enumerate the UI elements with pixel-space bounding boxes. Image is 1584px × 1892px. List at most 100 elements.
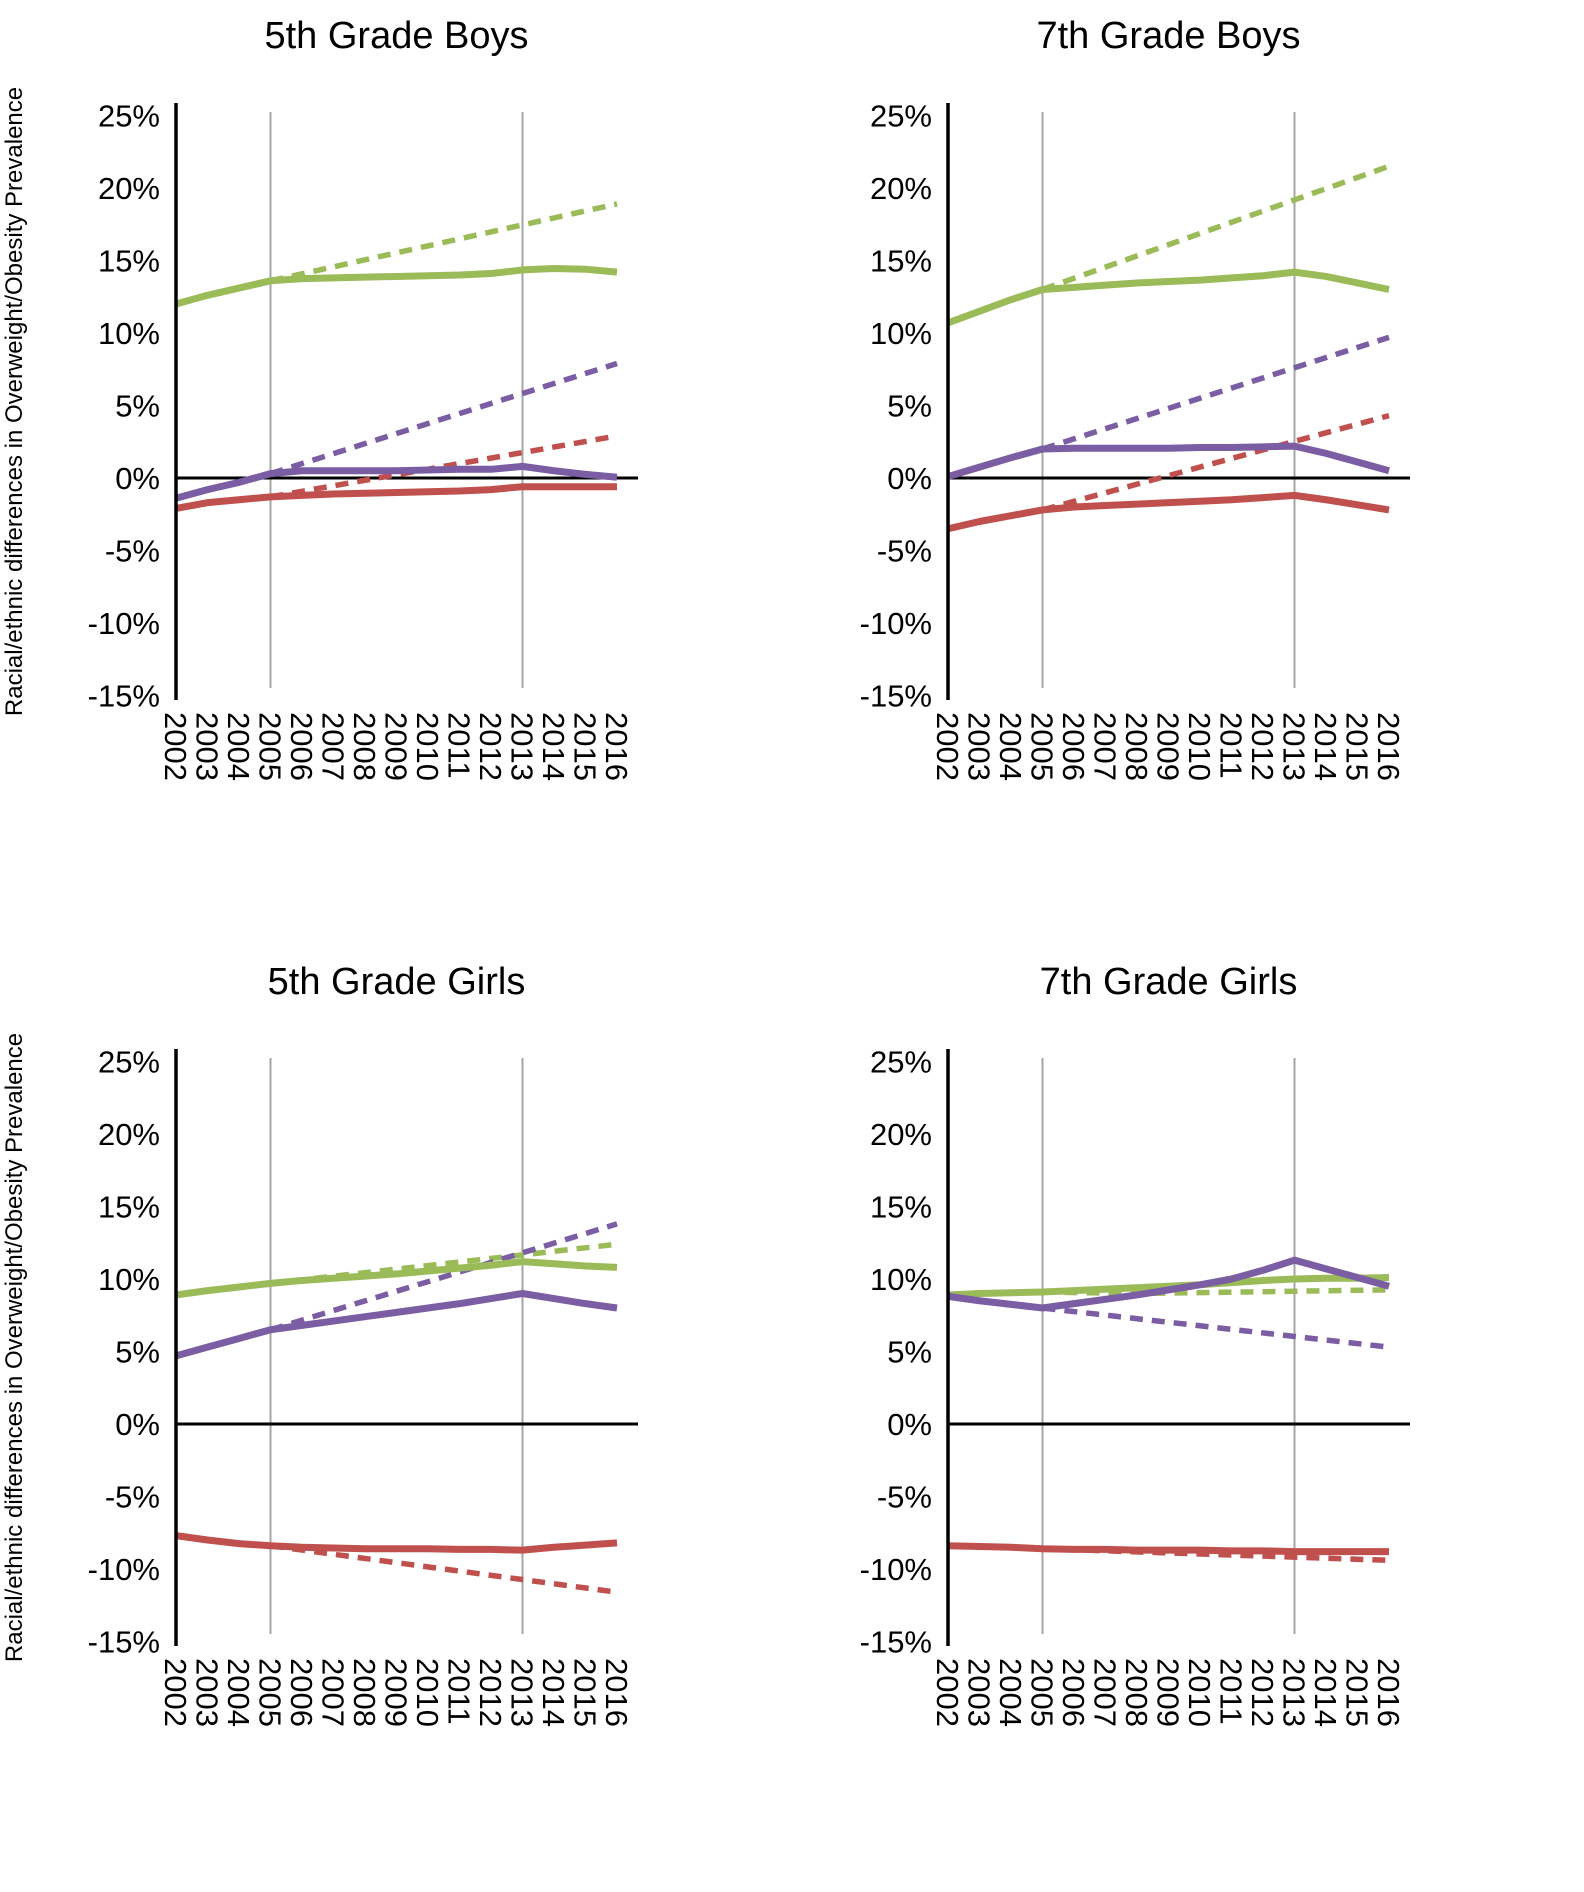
x-tick-label: 2013 [1277,1658,1312,1727]
y-tick-label: -15% [860,679,932,714]
x-tick-label: 2002 [158,1658,193,1727]
x-tick-label: 2007 [1088,1658,1123,1727]
x-tick-label: 2016 [599,1658,634,1727]
x-tick-label: 2013 [505,1658,540,1727]
series-red-dashed-projected [270,1543,618,1595]
x-tick-label: 2014 [536,712,571,781]
x-tick-label: 2016 [1371,1658,1406,1727]
y-axis-title: Racial/ethnic differences in Overweight/… [1,87,28,716]
x-tick-label: 2010 [1182,712,1217,781]
series-purple-dashed-projected [1041,334,1390,452]
series-purple-dashed-projected [269,360,618,477]
panel-7th-grade-boys: 7th Grade Boys 25% 20% 15% 10% 5% 0% -5% -10% -15… [792,0,1584,946]
y-tick-label: 5% [115,389,160,424]
x-tick-label: 2014 [536,1658,571,1727]
series-purple-solid-observed [946,442,1390,480]
y-tick-label: 10% [98,316,160,351]
y-tick-label: 0% [115,461,160,496]
series-purple-solid-observed [175,1290,618,1360]
x-tick-label: 2009 [379,1658,414,1727]
y-tick-label: 20% [870,171,932,206]
x-tick-label: 2005 [253,712,288,781]
x-tick-label: 2004 [221,712,256,781]
series-red-solid-observed [947,1542,1389,1556]
x-tick-label: 2015 [568,712,603,781]
series-red-dashed-projected [270,433,618,500]
x-tick-label: 2016 [1371,712,1406,781]
series-red-solid-observed [947,491,1390,533]
y-tick-label: -10% [860,1552,932,1587]
x-tick-label: 2007 [1088,712,1123,781]
y-tick-label: 5% [115,1335,160,1370]
series-green-dashed-projected [269,201,618,284]
y-tick-label: 25% [98,1045,160,1080]
x-tick-label: 2011 [442,1658,477,1725]
x-tick-label: 2003 [190,1658,225,1727]
y-tick-label: 20% [98,1117,160,1152]
y-tick-label: 15% [870,244,932,279]
x-tick-label: 2014 [1308,1658,1343,1727]
series-green-solid-observed [947,1274,1390,1299]
x-tick-label: 2003 [190,712,225,781]
x-tick-label: 2011 [442,712,477,779]
y-tick-label: -15% [860,1625,932,1660]
x-tick-label: 2010 [1182,1658,1217,1727]
panel-7th-grade-girls: 7th Grade Girls 25% 20% 15% 10% 5% 0% -5% -10% -1… [792,946,1584,1892]
series-green-dashed-projected [270,1241,618,1287]
x-tick-label: 2008 [347,1658,382,1727]
x-tick-label: 2012 [473,712,508,781]
x-tick-label: 2004 [993,1658,1028,1727]
y-tick-label: 0% [115,1407,160,1442]
y-tick-label: 15% [98,1190,160,1225]
x-tick-label: 2007 [316,1658,351,1727]
series-red-dashed-projected [1041,412,1390,513]
series-purple-dashed-projected [1042,1305,1390,1350]
x-tick-label: 2005 [1025,712,1060,781]
x-tick-label: 2008 [1119,712,1154,781]
y-tick-label: -10% [88,1552,160,1587]
x-tick-label: 2015 [1340,1658,1375,1727]
series-green-solid-observed [175,1258,618,1299]
x-tick-label: 2005 [253,1658,288,1727]
x-tick-label: 2006 [284,712,319,781]
y-tick-label: 15% [870,1190,932,1225]
y-tick-label: -5% [105,1480,160,1515]
y-tick-label: -5% [105,534,160,569]
y-tick-label: 0% [887,1407,932,1442]
y-tick-label: 5% [887,1335,932,1370]
x-tick-label: 2013 [1277,712,1312,781]
y-tick-label: 0% [887,461,932,496]
series-red-dashed-projected [1042,1545,1390,1564]
y-tick-label: -10% [860,606,932,641]
x-tick-label: 2005 [1025,1658,1060,1727]
y-tick-label: 25% [870,1045,932,1080]
x-tick-label: 2006 [1056,712,1091,781]
y-tick-label: -10% [88,606,160,641]
x-tick-label: 2012 [473,1658,508,1727]
x-tick-label: 2009 [1151,712,1186,781]
line-chart: 7th Grade Girls 25% 20% 15% 10% 5% 0% -5% -10% -1… [860,961,1410,1727]
x-tick-label: 2003 [962,712,997,781]
x-tick-label: 2016 [599,712,634,781]
chart-title: 5th Grade Boys [264,15,528,57]
x-tick-label: 2012 [1245,712,1280,781]
x-tick-label: 2002 [158,712,193,781]
chart-title: 5th Grade Girls [268,961,526,1003]
y-tick-label: 20% [98,171,160,206]
x-tick-label: 2015 [568,1658,603,1727]
y-tick-label: 15% [98,244,160,279]
series-green-solid-observed [946,268,1390,327]
y-tick-label: 10% [870,316,932,351]
x-tick-label: 2004 [221,1658,256,1727]
chart-title: 7th Grade Boys [1036,15,1300,57]
x-tick-label: 2003 [962,1658,997,1727]
x-tick-label: 2007 [316,712,351,781]
y-tick-label: -15% [88,679,160,714]
x-tick-label: 2014 [1308,712,1343,781]
series-purple-solid-observed [947,1256,1390,1312]
series-purple-dashed-projected [269,1221,618,1333]
series-green-solid-observed [175,264,618,308]
y-tick-label: -5% [877,534,932,569]
panel-5th-grade-boys: 5th Grade Boys Racial/ethnic differences … [0,0,792,946]
